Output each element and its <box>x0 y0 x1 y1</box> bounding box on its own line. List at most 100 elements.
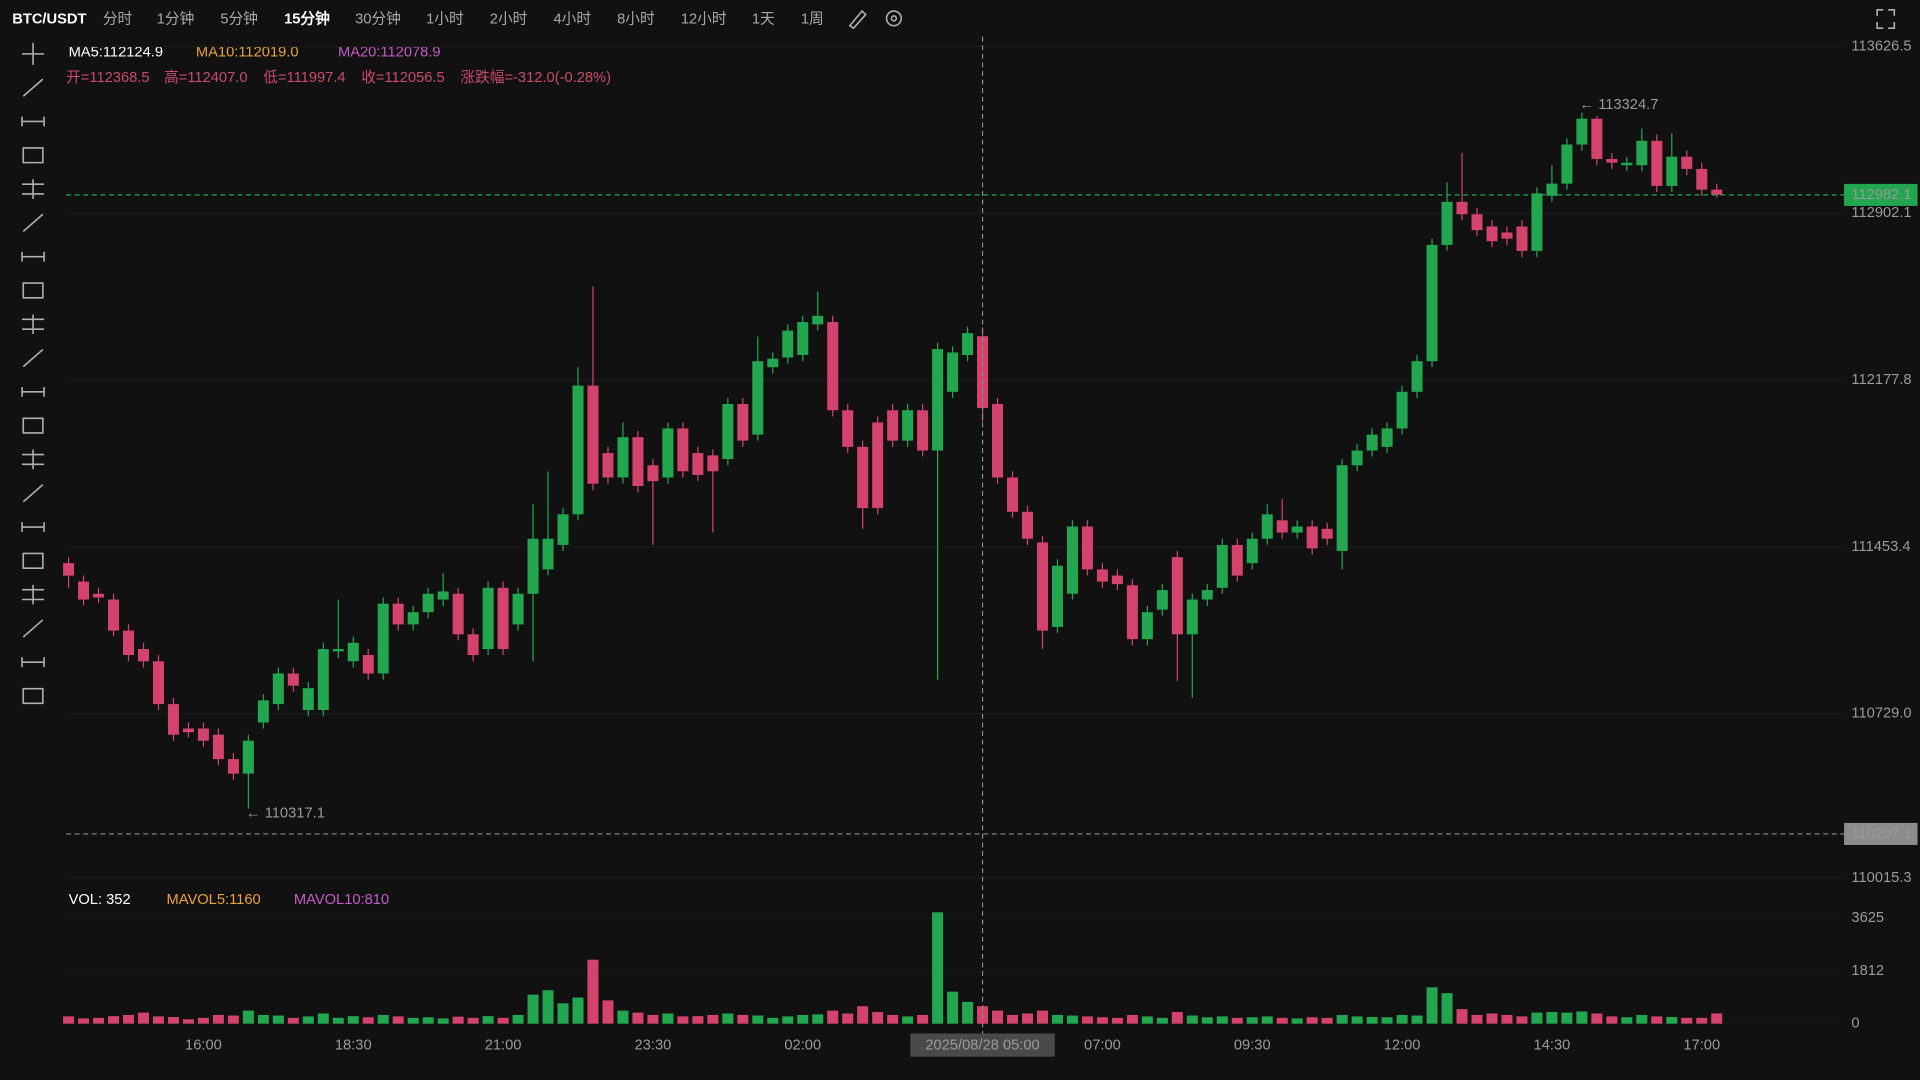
tool-icon <box>21 522 45 532</box>
candle-body <box>1366 434 1378 451</box>
volume-bar <box>167 1016 179 1024</box>
candle-body <box>1396 391 1408 429</box>
candle-body <box>93 593 105 598</box>
volume-bar <box>1021 1013 1034 1024</box>
drawing-tool[interactable] <box>21 116 45 127</box>
interval-tab[interactable]: 1天 <box>752 11 775 27</box>
candle-body <box>542 538 554 570</box>
candle-body <box>1201 590 1213 600</box>
volume-bar <box>1291 1018 1303 1024</box>
interval-tab[interactable]: 5分钟 <box>220 10 258 27</box>
interval-tab[interactable]: 15分钟 <box>284 9 330 27</box>
candle-body <box>947 352 959 392</box>
x-tick-label: 14:30 <box>1534 1038 1571 1054</box>
candle-body <box>992 404 1004 478</box>
candle-body <box>1666 156 1678 186</box>
low-annotation: ← 110317.1 <box>246 805 325 821</box>
volume-bar <box>572 997 584 1024</box>
drawing-tool[interactable] <box>22 78 44 97</box>
drawing-tool[interactable] <box>22 314 45 335</box>
interval-tab[interactable]: 1分钟 <box>157 10 195 27</box>
candle-body <box>1171 557 1183 635</box>
volume-bar <box>482 1016 494 1024</box>
interval-tab[interactable]: 1周 <box>801 10 824 27</box>
fullscreen-icon[interactable] <box>1876 9 1896 29</box>
volume-bar <box>302 1016 314 1024</box>
volume-bar <box>197 1017 209 1024</box>
volume-bar <box>917 1014 929 1024</box>
drawing-tool[interactable] <box>22 449 45 470</box>
tool-icon <box>21 116 45 127</box>
candle-body <box>1516 226 1528 251</box>
x-tick-label: 16:00 <box>185 1038 222 1054</box>
high-annotation: ← 113324.7 <box>1579 97 1658 113</box>
volume-bar <box>812 1014 824 1024</box>
drawing-tool[interactable] <box>22 179 45 199</box>
candle-body <box>1276 520 1288 533</box>
drawing-tool[interactable] <box>22 147 44 164</box>
candle-body <box>1321 528 1333 539</box>
candle-body <box>362 655 374 674</box>
volume-bar <box>602 1000 614 1024</box>
interval-tab[interactable]: 30分钟 <box>355 10 401 27</box>
candle-body <box>1216 544 1228 588</box>
candle-body <box>1186 599 1198 635</box>
candle-body <box>1351 450 1363 466</box>
volume-bar <box>1351 1016 1363 1024</box>
drawing-tool[interactable] <box>22 348 44 368</box>
interval-tab[interactable]: 12小时 <box>681 10 727 27</box>
interval-tab[interactable]: 2小时 <box>490 10 528 27</box>
tool-icon <box>22 213 44 233</box>
volume-bar <box>1321 1017 1333 1024</box>
drawing-tool[interactable] <box>22 42 45 65</box>
candle-body <box>1651 140 1663 186</box>
y-tick-label: 111453.4 <box>1851 539 1910 555</box>
settings-icon[interactable] <box>885 10 903 27</box>
drawing-tool[interactable] <box>22 417 44 434</box>
drawing-tool[interactable] <box>22 687 44 705</box>
volume-bar <box>617 1010 629 1024</box>
drawing-tool[interactable] <box>22 584 45 605</box>
volume-bar <box>722 1013 734 1024</box>
volume-bar <box>1471 1014 1483 1024</box>
candle-body <box>1156 590 1168 610</box>
drawing-tool[interactable] <box>21 522 45 532</box>
volume-bar <box>827 1010 839 1024</box>
drawing-tool[interactable] <box>21 251 45 262</box>
candle-body <box>902 410 914 441</box>
volume-bar <box>332 1017 344 1024</box>
drawing-tool[interactable] <box>22 484 44 503</box>
volume-bar <box>1426 987 1438 1024</box>
volume-bar <box>677 1016 689 1024</box>
tool-icon <box>22 484 44 503</box>
drawing-tool[interactable] <box>21 657 45 668</box>
ma20-legend: MA20:112078.9 <box>338 45 441 61</box>
volume-bar <box>872 1012 884 1024</box>
volume-bar <box>1231 1017 1243 1024</box>
interval-tab[interactable]: 分时 <box>103 10 133 27</box>
volume-bar <box>1306 1017 1318 1024</box>
candle-body <box>812 315 824 325</box>
volume-bar <box>1666 1016 1678 1024</box>
drawing-tool[interactable] <box>21 386 45 397</box>
volume-bar <box>1201 1017 1213 1024</box>
volume-bar <box>347 1016 359 1024</box>
interval-tab[interactable]: 1小时 <box>426 10 464 27</box>
tool-icon <box>22 179 45 199</box>
drawing-tool[interactable] <box>22 282 44 299</box>
tool-icon <box>22 552 44 569</box>
interval-tab[interactable]: 8小时 <box>617 10 655 27</box>
drawing-tool[interactable] <box>22 552 44 569</box>
symbol[interactable]: BTC/USDT <box>12 11 86 27</box>
volume-bar <box>1216 1016 1228 1024</box>
close-info: 收=112056.5 <box>361 69 444 86</box>
candle-body <box>1336 465 1348 551</box>
candle-body <box>122 630 135 656</box>
drawing-tool[interactable] <box>22 213 44 233</box>
draw-icon[interactable] <box>848 9 867 30</box>
drawing-tool[interactable] <box>22 619 44 638</box>
top-toolbar: BTC/USDT 分时 1分钟 5分钟 15分钟 30分钟 1小时 2小时 4小… <box>12 9 1896 30</box>
interval-tab[interactable]: 4小时 <box>553 10 591 27</box>
